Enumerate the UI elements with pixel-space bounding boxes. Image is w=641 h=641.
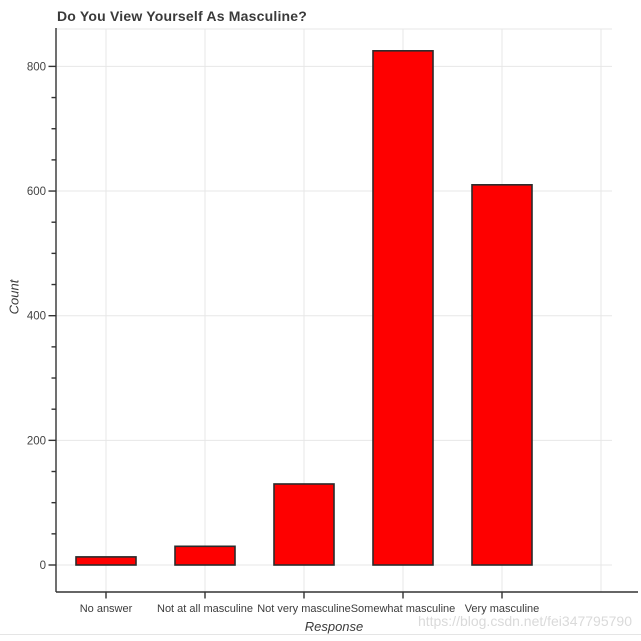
y-tick-label: 0 [40, 560, 46, 572]
y-tick-label: 200 [27, 435, 46, 447]
watermark-url: https://blog.csdn.net/fei347795790 [417, 613, 632, 629]
x-tick-label: Somewhat masculine [351, 603, 456, 615]
bar-2 [174, 545, 236, 566]
bar-4 [372, 50, 434, 566]
bar-3 [273, 483, 335, 566]
x-tick-label: Very masculine [465, 603, 540, 615]
x-tick-label: No answer [80, 603, 133, 615]
bar-5 [471, 184, 533, 566]
y-tick-label: 600 [27, 186, 46, 198]
y-tick-label: 400 [27, 311, 46, 323]
bar-1 [75, 556, 137, 566]
x-tick-label: Not at all masculine [157, 603, 253, 615]
x-tick-label: Not very masculine [257, 603, 351, 615]
y-axis-title: Count [6, 279, 22, 315]
bottom-divider [0, 634, 641, 635]
y-tick-label: 800 [27, 61, 46, 73]
chart-title: Do You View Yourself As Masculine? [57, 8, 308, 24]
x-axis-title: Response [304, 619, 364, 634]
